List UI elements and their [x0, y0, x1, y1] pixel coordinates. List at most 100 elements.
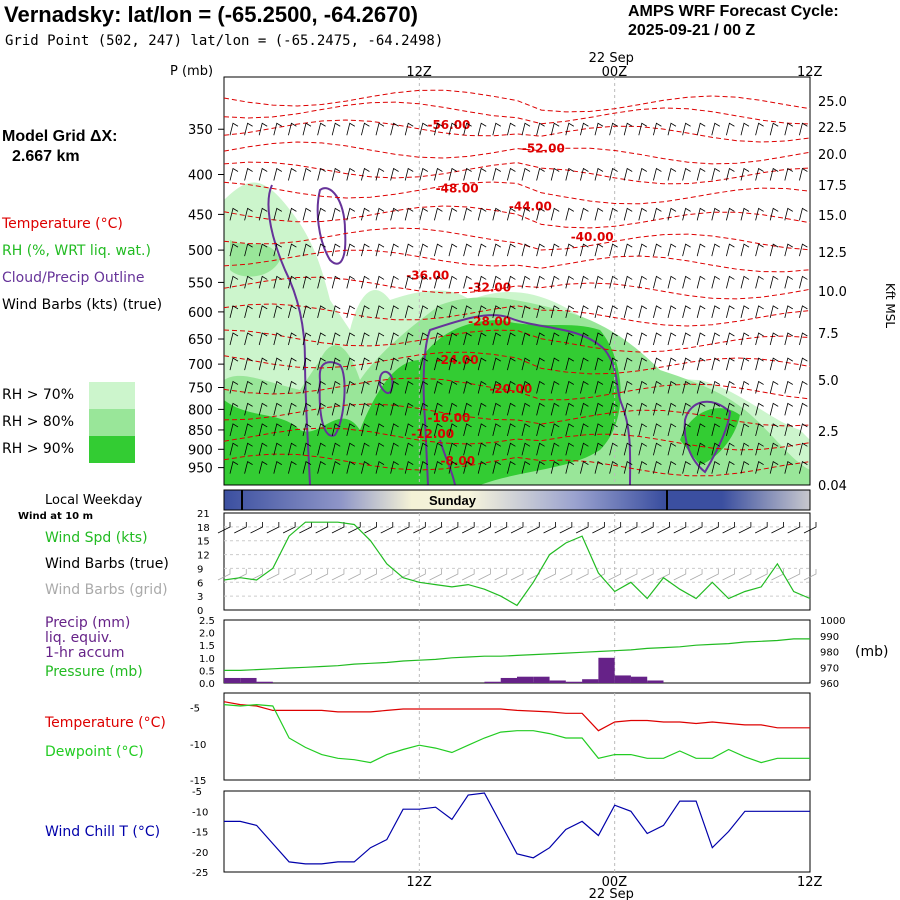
wind-barb — [375, 460, 385, 474]
temp-tick-label: -10 — [190, 740, 206, 751]
page-title: Vernadsky: lat/lon = (-65.2500, -64.2670… — [4, 2, 418, 27]
wind-barb — [784, 275, 794, 289]
wind-barb — [477, 207, 487, 221]
wind-barb — [448, 275, 458, 289]
wind-barb — [288, 243, 297, 257]
wind-barb — [550, 442, 560, 456]
wind-barb — [288, 442, 297, 456]
wind-barb — [361, 423, 370, 437]
wind-barb — [507, 442, 516, 456]
wind-barb — [696, 357, 706, 371]
wind-tick-label: 18 — [197, 523, 210, 534]
isotherm-label: -36.00 — [406, 268, 449, 282]
wind-barb — [740, 380, 750, 394]
bottom-time-tick-label: 12Z — [797, 875, 823, 890]
wind-barb — [803, 522, 817, 534]
legend-rh70-label: RH > 70% — [2, 387, 75, 403]
wind-barb — [299, 522, 312, 534]
wind-barb — [288, 207, 297, 221]
wind-barb — [755, 442, 764, 456]
wind-barb — [536, 275, 545, 289]
wind-panel-frame — [223, 512, 811, 611]
height-axis-label: Kft MSL — [883, 283, 897, 328]
isotherm — [223, 377, 811, 401]
wind-barb — [769, 332, 779, 346]
wind-barb — [492, 275, 502, 289]
wind-barb — [799, 357, 808, 371]
wind-barb — [594, 167, 604, 181]
precip-label-line2: liq. equiv. — [45, 630, 112, 646]
wind-barb — [755, 332, 764, 346]
wind-barb — [580, 442, 589, 456]
wind-barb — [302, 332, 312, 346]
wind-barb — [711, 357, 721, 371]
precip-tick-label: 1.0 — [199, 654, 215, 665]
wind-barb — [624, 522, 638, 534]
wind-barb — [575, 522, 589, 534]
bottom-date-label: 22 Sep — [589, 887, 634, 900]
wind-barb — [609, 423, 618, 437]
isotherm — [223, 141, 811, 165]
wind-barb — [609, 402, 618, 416]
wind-barb — [521, 122, 531, 136]
wind-barb — [331, 207, 341, 221]
wind-barb-grid — [559, 569, 573, 581]
wind-barb — [229, 305, 239, 318]
wind-barb — [550, 423, 560, 437]
wind-barb — [609, 275, 618, 289]
wind-barb-grid — [527, 569, 540, 581]
wind-barb — [273, 402, 283, 416]
wind-barb — [258, 243, 268, 257]
wind-barb — [273, 275, 283, 289]
wind-barb — [594, 357, 604, 371]
wind-barb — [477, 357, 487, 371]
wind-barb — [331, 402, 341, 416]
wind-barb — [244, 357, 253, 371]
wind-at-10m-label: Wind at 10 m — [18, 511, 93, 522]
wind-barb — [448, 332, 458, 346]
wind-barb — [580, 380, 589, 394]
wind-barb — [799, 167, 808, 181]
wind-barb — [346, 122, 356, 136]
wind-barb — [507, 167, 516, 181]
wind-barb — [492, 442, 502, 456]
wind-barb — [229, 357, 239, 371]
wind-barb — [740, 122, 750, 136]
wind-barb — [726, 423, 735, 437]
wind-barb — [594, 243, 604, 257]
wind-barb-grid — [641, 569, 654, 581]
wind-barb — [434, 275, 443, 289]
wind-barb — [404, 442, 414, 456]
wind-barb — [404, 243, 414, 257]
wind-barb — [565, 167, 575, 181]
wind-barb — [738, 522, 752, 534]
wind-barb — [623, 275, 633, 289]
wind-barb-grid — [738, 569, 752, 581]
wind-barb — [317, 423, 326, 437]
wind-barb — [494, 522, 508, 534]
wind-barb — [653, 275, 662, 289]
wind-barb — [565, 243, 575, 257]
wind-barb — [375, 122, 385, 136]
wind-barb — [229, 243, 239, 257]
wind-barb — [331, 380, 341, 394]
wind-barb — [477, 275, 487, 289]
wind-barb — [711, 442, 721, 456]
height-tick-label: 15.0 — [818, 209, 847, 224]
height-tick-label: 22.5 — [818, 121, 847, 136]
wind-barb — [755, 357, 764, 371]
wind-barb — [434, 305, 443, 318]
wind-barb — [769, 243, 779, 257]
temp-panel-frame — [223, 692, 811, 781]
grid-point-subtitle: Grid Point (502, 247) lat/lon = (-65.247… — [5, 33, 444, 49]
wind-barb — [784, 357, 794, 371]
wind-barb — [667, 423, 677, 437]
wind-barb — [258, 357, 268, 371]
wind-barb — [799, 423, 808, 437]
wind-barb — [689, 522, 703, 534]
wind-barb — [302, 423, 312, 437]
wind-barb-grid — [803, 569, 817, 581]
wind-barb — [348, 522, 361, 534]
wind-barb — [434, 357, 443, 371]
wind-barb — [638, 167, 648, 181]
